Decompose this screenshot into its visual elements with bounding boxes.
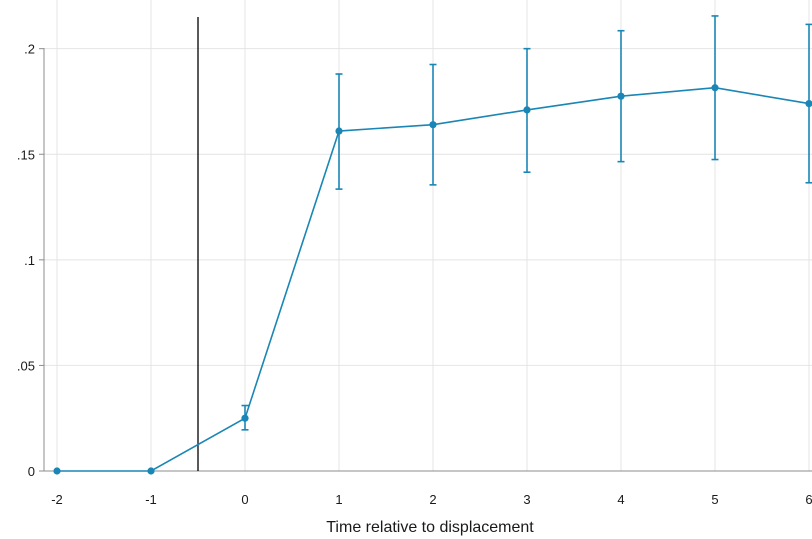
x-tick-label: -1 (145, 492, 157, 507)
x-tick-label: 1 (335, 492, 342, 507)
data-point (805, 99, 812, 108)
y-tick-label: .2 (24, 42, 35, 57)
y-tick-label: .05 (17, 358, 35, 373)
x-tick-label: 6 (805, 492, 812, 507)
data-point (53, 467, 61, 475)
data-point (241, 414, 249, 422)
x-axis-title: Time relative to displacement (326, 519, 534, 536)
x-tick-label: 3 (523, 492, 530, 507)
y-tick-label: 0 (28, 464, 35, 479)
y-tick-label: .15 (17, 147, 35, 162)
x-tick-label: 2 (429, 492, 436, 507)
y-tick-label: .1 (24, 253, 35, 268)
series (53, 15, 812, 475)
x-tick-label: -2 (51, 492, 63, 507)
x-tick-label: 0 (241, 492, 248, 507)
x-tick-label: 4 (617, 492, 624, 507)
data-point (523, 106, 531, 114)
data-point (711, 84, 719, 92)
data-point (335, 127, 343, 135)
data-point (429, 121, 437, 129)
data-point (617, 92, 625, 100)
x-tick-label: 5 (711, 492, 718, 507)
data-point (147, 467, 155, 475)
y-axis: 0 .05 .1 .15 .2 (17, 42, 45, 479)
grid-lines (44, 0, 812, 471)
x-axis: -2 -1 0 1 2 3 4 5 6 (44, 470, 812, 507)
